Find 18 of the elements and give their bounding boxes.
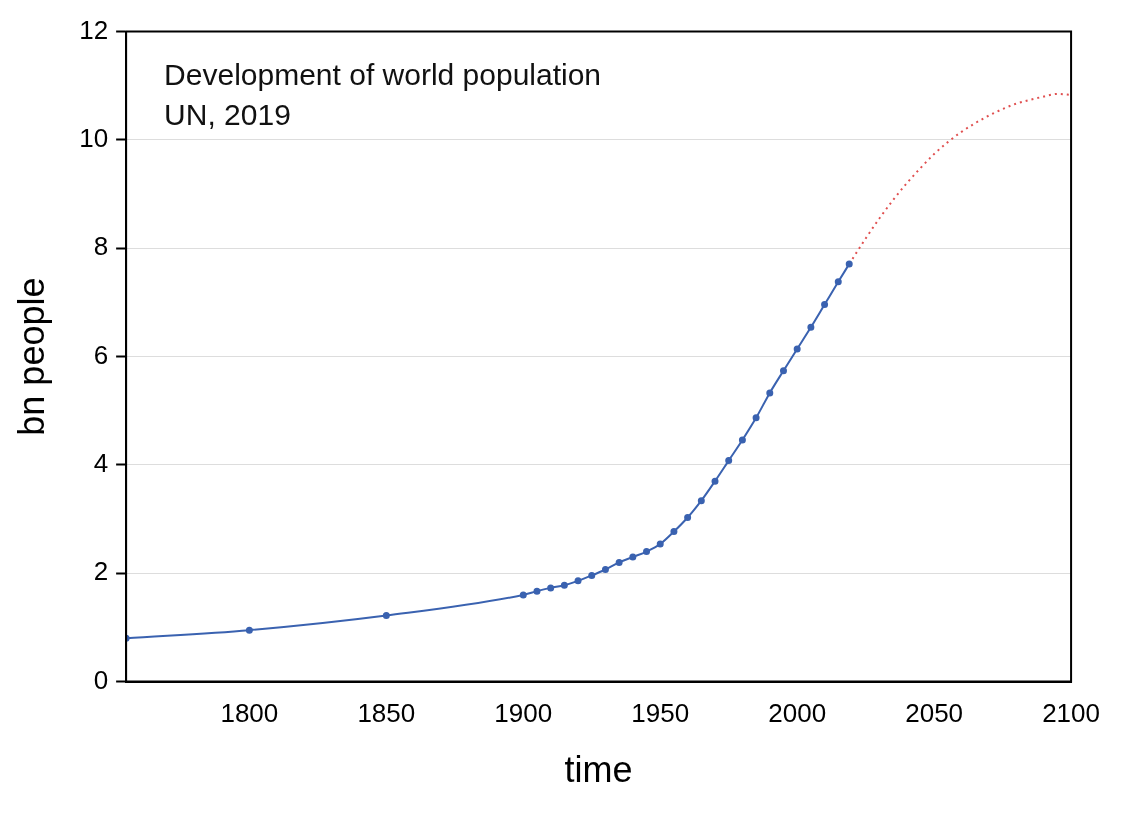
x-tick-label: 2100 [1042,698,1100,729]
text: Development of world population [164,57,602,91]
y-axis-title: bn people [10,277,52,436]
x-tick-label: 1950 [631,698,690,729]
y-tick-label: 12 [79,14,109,45]
annotation: UN, 2019 [164,97,291,131]
y-tick-label: 6 [93,339,109,370]
x-tick-label: 1850 [357,698,416,729]
x-tick-label: 2050 [905,698,964,729]
y-tick-label: 2 [93,556,109,587]
y-tick-label: 0 [93,664,109,695]
x-axis-title: time [564,749,633,791]
y-tick-label: 8 [93,231,109,262]
y-tick-label: 10 [79,123,109,154]
x-tick-label: 1900 [494,698,553,729]
x-tick-label: 1800 [220,698,279,729]
y-tick-label: 4 [93,448,109,479]
x-tick-label: 2000 [768,698,827,729]
